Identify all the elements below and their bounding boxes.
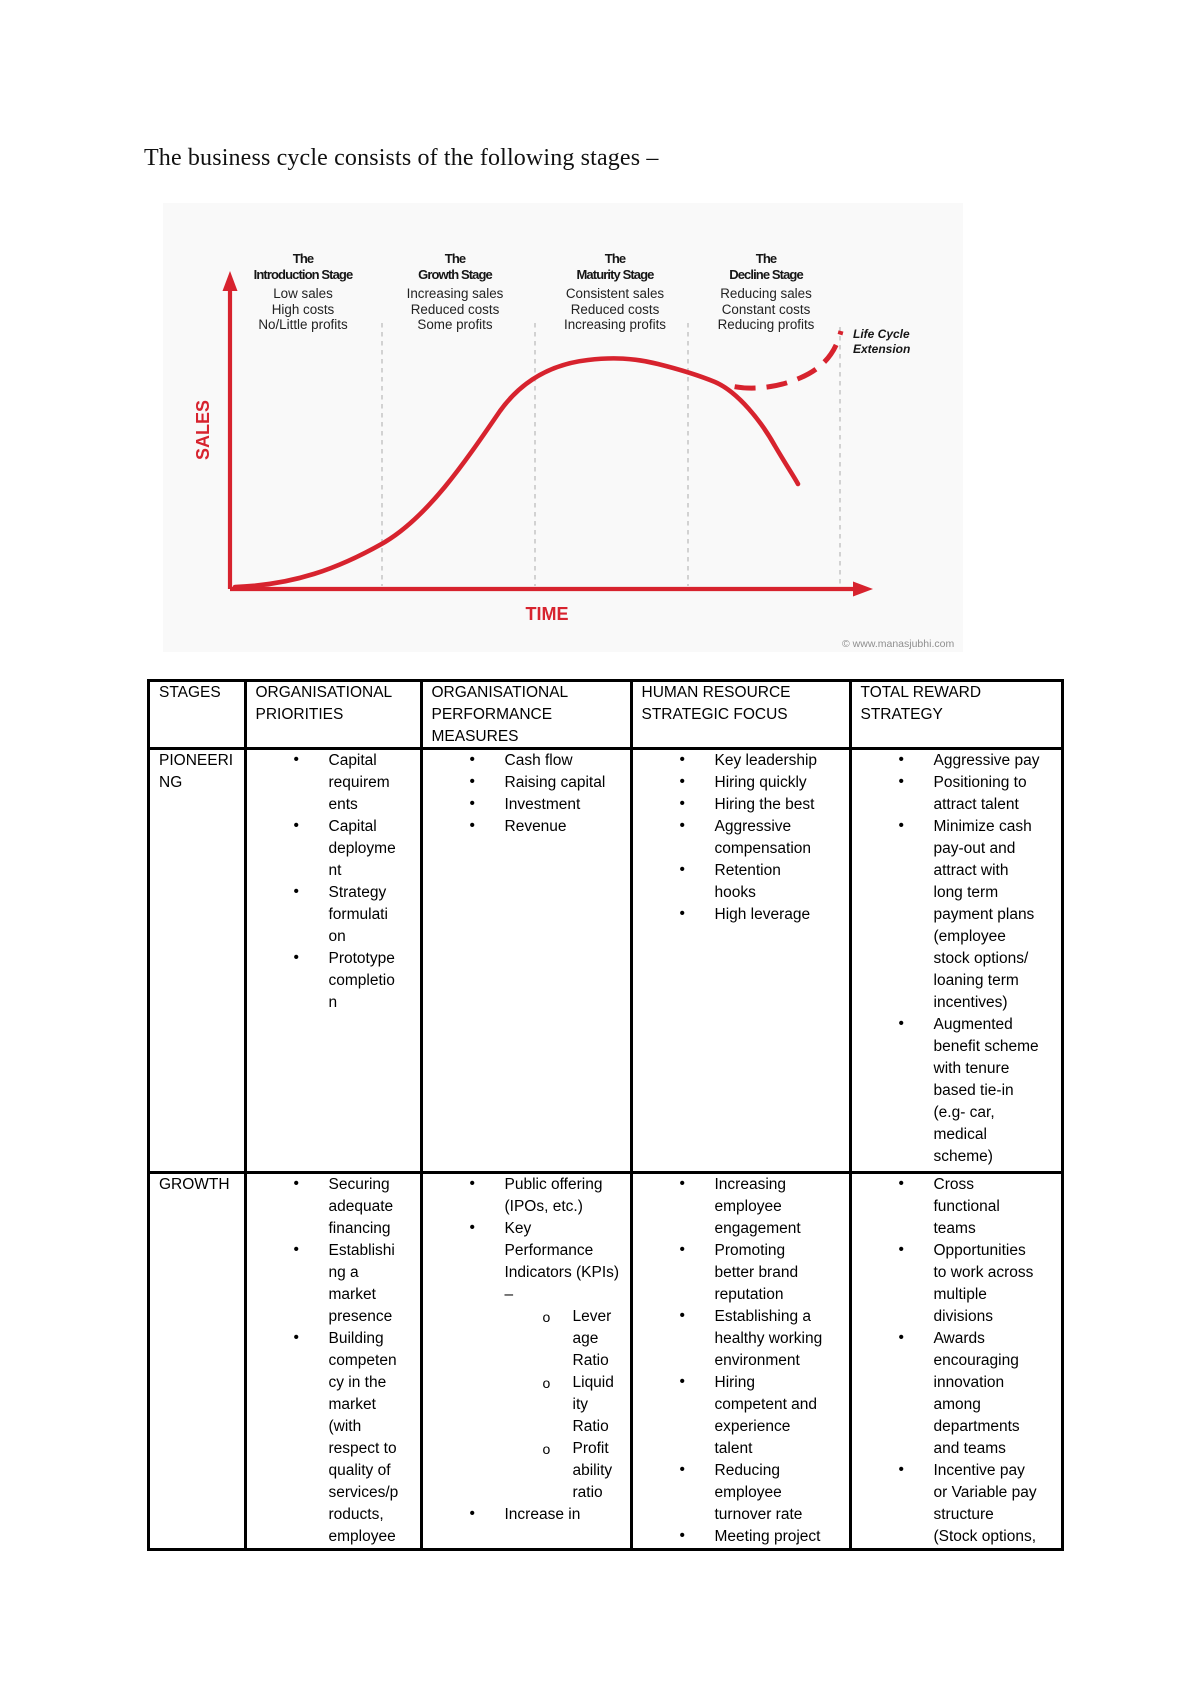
svg-text:Maturity Stage: Maturity Stage (577, 267, 655, 282)
svg-text:High costs: High costs (272, 302, 335, 317)
svg-text:Increasing profits: Increasing profits (564, 317, 666, 332)
svg-text:Some profits: Some profits (417, 317, 492, 332)
svg-text:Reducing profits: Reducing profits (718, 317, 815, 332)
svg-text:Life Cycle: Life Cycle (853, 327, 910, 341)
svg-text:Reducing sales: Reducing sales (720, 286, 812, 301)
svg-text:No/Little profits: No/Little profits (258, 317, 348, 332)
svg-text:Reduced costs: Reduced costs (571, 302, 660, 317)
svg-text:Introduction Stage: Introduction Stage (254, 267, 353, 282)
svg-text:The: The (445, 251, 466, 266)
svg-text:The: The (605, 251, 626, 266)
svg-text:SALES: SALES (193, 400, 213, 460)
svg-text:The: The (293, 251, 314, 266)
svg-text:Consistent sales: Consistent sales (566, 286, 665, 301)
svg-text:Growth Stage: Growth Stage (418, 267, 492, 282)
svg-text:Reduced costs: Reduced costs (411, 302, 500, 317)
svg-text:TIME: TIME (526, 604, 569, 624)
svg-text:Decline Stage: Decline Stage (729, 267, 803, 282)
svg-text:© www.manasjubhi.com: © www.manasjubhi.com (842, 638, 954, 650)
svg-text:Increasing sales: Increasing sales (407, 286, 504, 301)
svg-text:Extension: Extension (853, 342, 910, 356)
svg-text:Constant costs: Constant costs (722, 302, 811, 317)
svg-text:The: The (756, 251, 777, 266)
svg-text:Low sales: Low sales (273, 286, 333, 301)
